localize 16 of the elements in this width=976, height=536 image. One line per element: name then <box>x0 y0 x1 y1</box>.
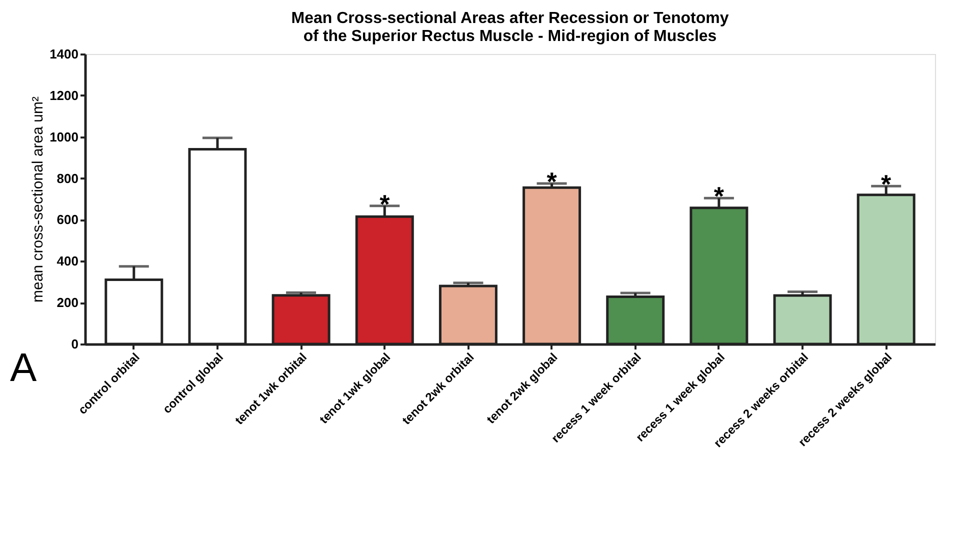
annotation: * <box>546 166 558 196</box>
y-tick-label: 800 <box>56 170 78 186</box>
annotation: * <box>714 181 725 212</box>
y-tick-label: 0 <box>71 336 78 352</box>
y-tick-label: 400 <box>56 254 78 269</box>
text: Mean Cross-sectional Areas after Recession or Tenotomy <box>291 10 729 27</box>
text: A <box>10 346 37 390</box>
y-axis-title: mean cross-sectional area um² <box>30 96 47 302</box>
y-tick-label: 200 <box>56 295 78 310</box>
text: of the Superior Rectus Muscle - Mid-region of Muscles <box>303 28 717 45</box>
annotation: * <box>380 188 391 219</box>
y-tick-label: 600 <box>56 212 78 228</box>
y-tick-label: 1000 <box>50 129 78 144</box>
y-tick-label: 1400 <box>50 46 78 62</box>
y-tick-label: 1200 <box>50 88 78 103</box>
annotation: * <box>881 169 892 200</box>
